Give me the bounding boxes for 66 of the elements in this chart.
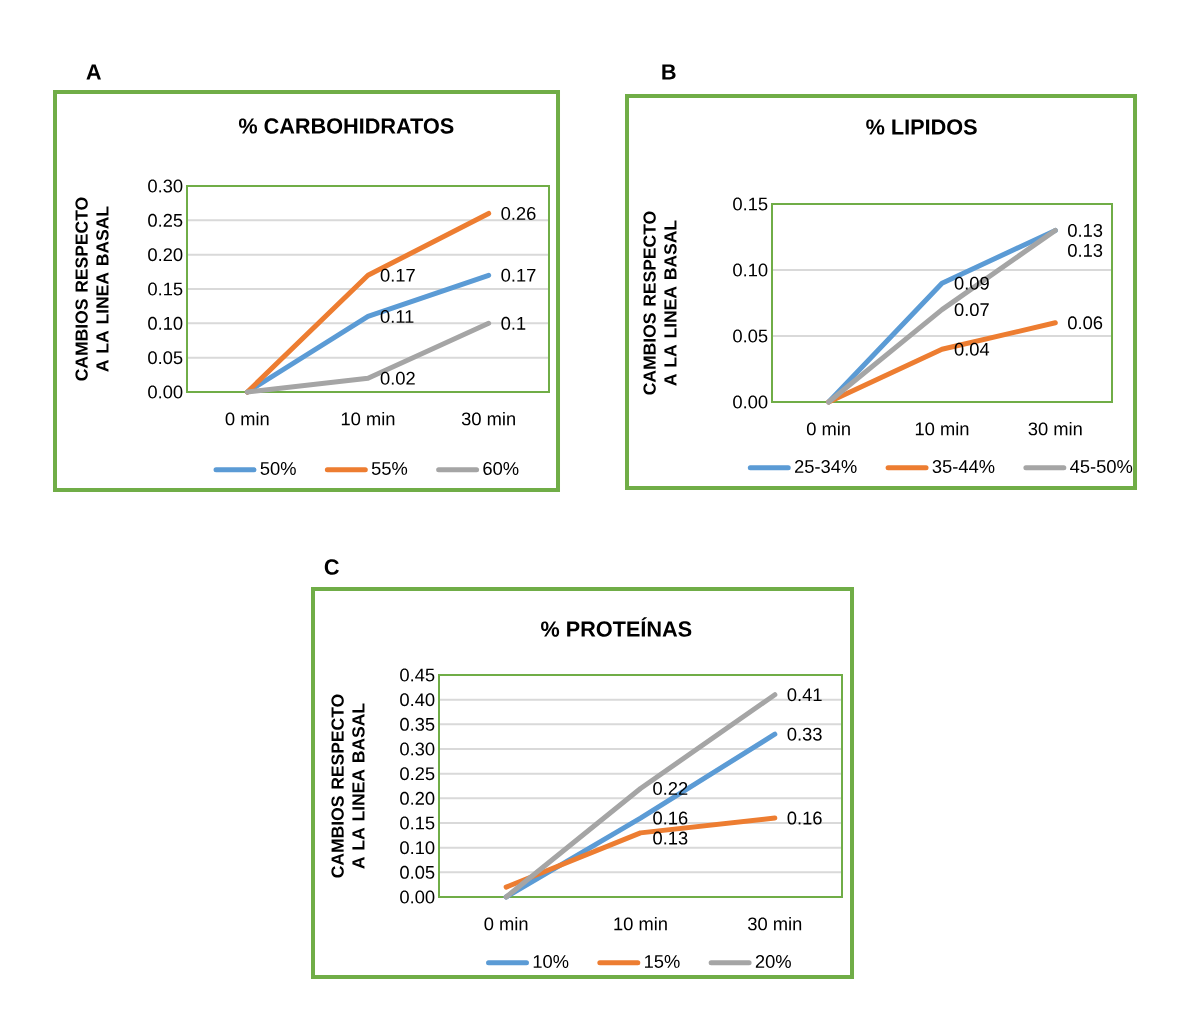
y-tick-label: 0.15	[400, 816, 435, 830]
y-tick-label: 0.10	[733, 263, 768, 277]
y-tick-label: 0.05	[148, 351, 183, 365]
text: C	[324, 559, 339, 575]
chart-title: % CARBOHIDRATOS	[238, 118, 454, 134]
x-tick-label: 30 min	[461, 411, 515, 426]
data-label: 0.13	[653, 831, 688, 845]
y-tick-label: 0.25	[148, 213, 183, 227]
y-tick-label: 0.20	[400, 791, 435, 805]
legend-label: 15%	[645, 955, 680, 968]
legend-label: 45-50%	[1070, 460, 1133, 473]
y-tick-label: 0.05	[733, 329, 768, 343]
x-tick-label: 30 min	[1028, 421, 1082, 436]
y-tick-label: 0.30	[400, 742, 435, 756]
data-label: 0.33	[787, 727, 822, 741]
y-tick-label: 0.05	[400, 865, 435, 879]
data-label: 0.04	[954, 342, 990, 356]
legend-label: 60%	[483, 462, 519, 475]
y-tick-label: 0.30	[148, 179, 183, 193]
y-axis-title: CAMBIOS RESPECTO A LA LINEA BASAL	[643, 211, 677, 395]
data-label: 0.13	[1068, 243, 1103, 257]
y-tick-label: 0.20	[148, 248, 183, 262]
data-label: 0.16	[787, 811, 822, 825]
y-tick-label: 0.00	[733, 395, 768, 409]
legend-label: 10%	[533, 955, 569, 968]
legend-label: 20%	[755, 955, 791, 968]
data-label: 0.41	[787, 688, 822, 702]
x-tick-label: 0 min	[225, 411, 269, 426]
text: B	[662, 64, 676, 80]
y-tick-label: 0.10	[400, 841, 435, 855]
data-label: 0.17	[501, 268, 536, 282]
y-tick-label: 0.10	[148, 316, 183, 330]
legend-label: 25-34%	[794, 460, 857, 473]
data-label: 0.22	[653, 782, 688, 795]
data-label: 0.17	[380, 268, 415, 282]
y-tick-label: 0.15	[148, 282, 183, 296]
y-axis-title: CAMBIOS RESPECTO A LA LINEA BASAL	[331, 694, 365, 878]
data-label: 0.26	[501, 207, 536, 220]
data-label: 0.07	[954, 303, 989, 317]
text: A	[86, 64, 101, 80]
data-label: 0.13	[1068, 223, 1103, 237]
y-tick-label: 0.15	[733, 197, 768, 211]
legend-label: 55%	[371, 462, 408, 475]
legend-label: 35-44%	[932, 460, 995, 473]
x-tick-label: 0 min	[484, 916, 528, 931]
chart-title: % PROTEÍNAS	[541, 617, 692, 637]
data-label: 0.02	[380, 371, 415, 385]
y-tick-label: 0.25	[400, 767, 435, 781]
data-label: 0.16	[653, 811, 688, 825]
data-label: 0.11	[380, 310, 414, 323]
legend-label: 50%	[260, 462, 296, 475]
data-label: 0.09	[954, 276, 989, 290]
y-tick-label: 0.00	[400, 890, 435, 904]
x-tick-label: 0 min	[806, 421, 850, 436]
y-axis-title: CAMBIOS RESPECTO A LA LINEA BASAL	[75, 197, 109, 381]
y-tick-label: 0.35	[400, 717, 435, 731]
data-label: 0.1	[501, 316, 526, 330]
x-tick-label: 10 min	[614, 916, 667, 931]
y-tick-label: 0.00	[148, 385, 183, 399]
y-tick-label: 0.45	[400, 668, 435, 682]
x-tick-label: 30 min	[748, 916, 802, 931]
chart-title: % LIPIDOS	[866, 119, 977, 135]
y-tick-label: 0.40	[400, 693, 435, 707]
x-tick-label: 10 min	[341, 411, 395, 426]
x-tick-label: 10 min	[915, 421, 969, 436]
data-label: 0.06	[1068, 316, 1103, 330]
